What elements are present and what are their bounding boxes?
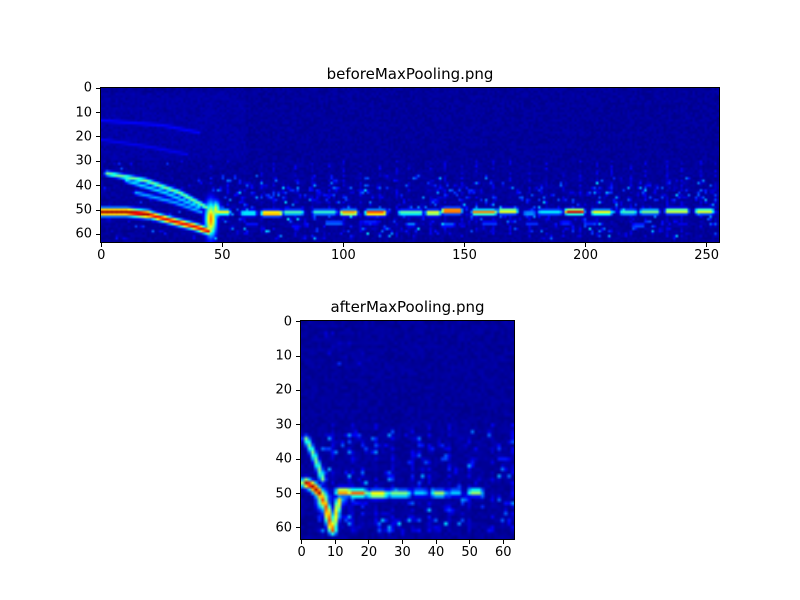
y-tick-label: 10: [75, 105, 92, 121]
y-tick-mark: [296, 355, 300, 357]
y-tick-mark: [296, 493, 300, 495]
y-tick-label: 30: [275, 417, 292, 433]
y-tick-mark: [296, 527, 300, 529]
y-tick-mark: [96, 209, 100, 211]
x-tick-label: 20: [360, 545, 378, 560]
y-tick-label: 40: [75, 178, 92, 194]
y-tick-label: 20: [75, 129, 92, 145]
y-tick-label: 60: [75, 226, 92, 242]
x-tick-label: 0: [97, 248, 106, 263]
after-axes: [300, 320, 515, 540]
y-tick-mark: [96, 185, 100, 187]
y-tick-mark: [296, 458, 300, 460]
x-tick-label: 150: [452, 248, 477, 263]
y-tick-label: 30: [75, 153, 92, 169]
x-tick-label: 0: [297, 545, 306, 560]
x-tick-label: 30: [394, 545, 411, 560]
y-tick-mark: [96, 112, 100, 114]
x-tick-label: 40: [427, 545, 445, 560]
y-tick-mark: [296, 424, 300, 426]
before-plot-title: beforeMaxPooling.png: [326, 65, 494, 83]
x-tick-mark: [301, 540, 303, 544]
x-tick-label: 200: [573, 248, 598, 263]
after-heatmap-image: [301, 321, 514, 539]
x-tick-label: 60: [494, 545, 512, 560]
y-tick-label: 10: [275, 348, 292, 364]
x-tick-mark: [100, 243, 102, 247]
x-tick-mark: [342, 243, 344, 247]
after-plot-title: afterMaxPooling.png: [330, 298, 485, 316]
x-tick-label: 50: [461, 545, 478, 560]
x-tick-mark: [401, 540, 403, 544]
x-tick-mark: [334, 540, 336, 544]
y-tick-label: 50: [75, 202, 92, 218]
y-tick-label: 0: [283, 314, 292, 330]
x-tick-label: 10: [326, 545, 344, 560]
y-tick-mark: [96, 160, 100, 162]
y-tick-mark: [96, 136, 100, 138]
y-tick-label: 40: [275, 451, 292, 467]
y-tick-label: 20: [275, 382, 292, 398]
x-tick-mark: [463, 243, 465, 247]
y-tick-label: 50: [275, 486, 292, 502]
y-tick-mark: [96, 233, 100, 235]
x-tick-mark: [368, 540, 370, 544]
x-tick-mark: [221, 243, 223, 247]
x-tick-mark: [706, 243, 708, 247]
x-tick-label: 250: [694, 248, 720, 263]
before-heatmap-image: [101, 88, 719, 242]
y-tick-mark: [96, 87, 100, 89]
x-tick-mark: [502, 540, 504, 544]
y-tick-mark: [296, 389, 300, 391]
x-tick-mark: [435, 540, 437, 544]
before-axes: [100, 87, 720, 243]
x-tick-mark: [585, 243, 587, 247]
y-tick-label: 60: [275, 520, 292, 536]
y-tick-label: 0: [83, 80, 92, 96]
x-tick-label: 50: [214, 248, 231, 263]
x-tick-mark: [469, 540, 471, 544]
x-tick-label: 100: [330, 248, 356, 263]
y-tick-mark: [296, 321, 300, 323]
